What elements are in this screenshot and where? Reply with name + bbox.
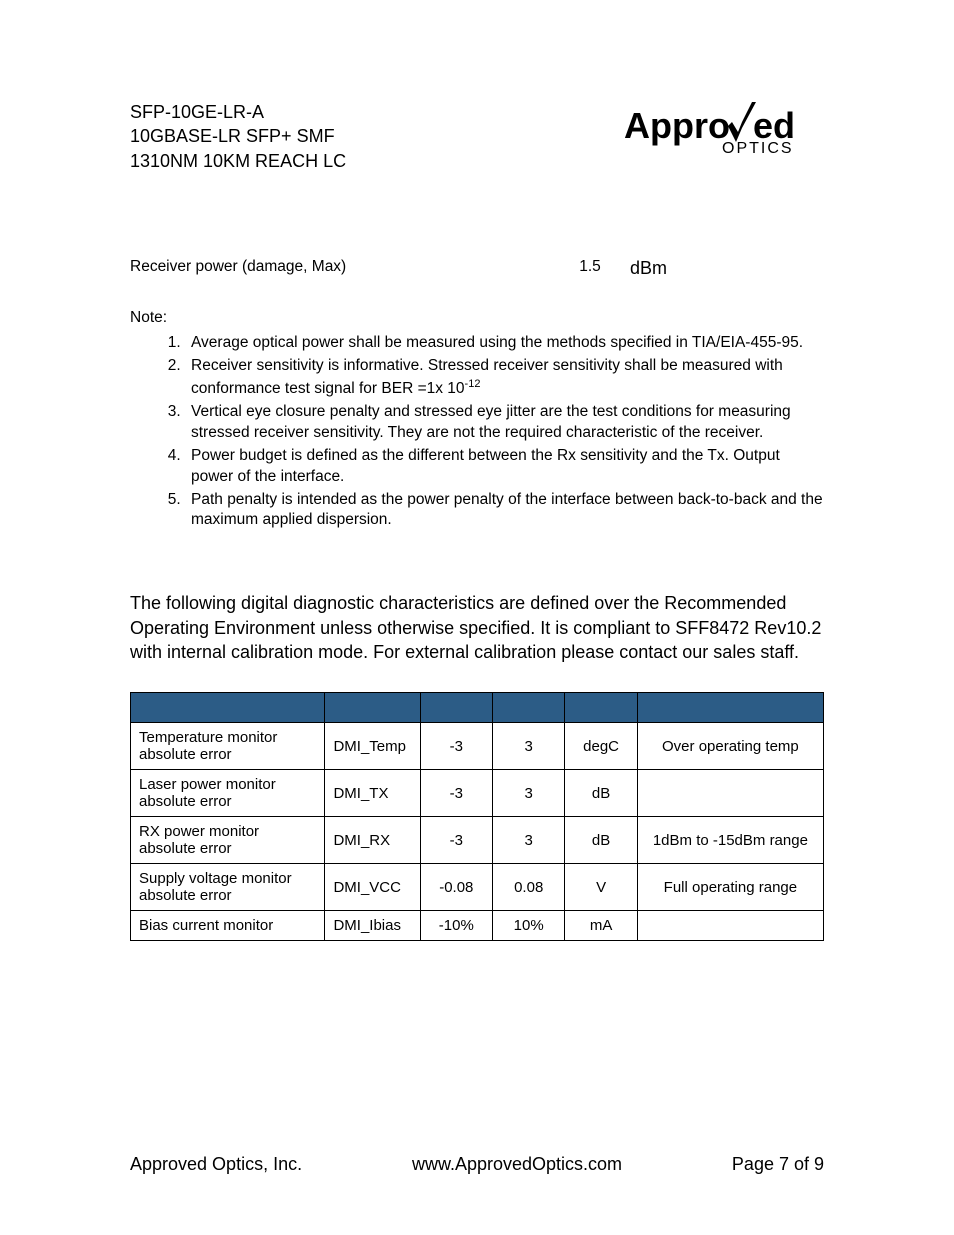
svg-text:OPTICS: OPTICS [722, 140, 794, 157]
header: SFP-10GE-LR-A 10GBASE-LR SFP+ SMF 1310NM… [130, 100, 824, 173]
table-cell: 3 [493, 723, 565, 770]
table-cell: Over operating temp [637, 723, 823, 770]
table-cell: mA [565, 911, 637, 941]
note-list: Average optical power shall be measured … [185, 333, 824, 531]
note-text: Average optical power shall be measured … [191, 334, 803, 351]
table-row: Temperature monitor absolute errorDMI_Te… [131, 723, 824, 770]
table-cell: -10% [420, 911, 492, 941]
spec-label: Receiver power (damage, Max) [130, 258, 550, 279]
body-paragraph: The following digital diagnostic charact… [130, 591, 824, 664]
table-row: Laser power monitor absolute errorDMI_TX… [131, 770, 824, 817]
note-text: Vertical eye closure penalty and stresse… [191, 403, 791, 441]
footer-url: www.ApprovedOptics.com [412, 1154, 622, 1175]
spec-value: 1.5 [550, 258, 630, 279]
table-header-cell [420, 693, 492, 723]
table-cell: DMI_Temp [325, 723, 420, 770]
table-header-cell [637, 693, 823, 723]
table-row: Bias current monitorDMI_Ibias-10%10%mA [131, 911, 824, 941]
header-title-block: SFP-10GE-LR-A 10GBASE-LR SFP+ SMF 1310NM… [130, 100, 346, 173]
table-cell: Full operating range [637, 864, 823, 911]
header-line-3: 1310NM 10KM REACH LC [130, 149, 346, 173]
svg-text:Appro: Appro [624, 105, 730, 146]
note-item: Path penalty is intended as the power pe… [185, 490, 824, 532]
diagnostic-table: Temperature monitor absolute errorDMI_Te… [130, 692, 824, 941]
note-heading: Note: [130, 309, 824, 327]
table-row: RX power monitor absolute errorDMI_RX-33… [131, 817, 824, 864]
table-cell: 0.08 [493, 864, 565, 911]
approved-optics-logo-icon: Appro ed OPTICS [624, 100, 824, 160]
footer-company: Approved Optics, Inc. [130, 1154, 302, 1175]
table-cell: -3 [420, 723, 492, 770]
table-cell: -3 [420, 817, 492, 864]
table-cell [637, 911, 823, 941]
table-cell: Bias current monitor [131, 911, 325, 941]
note-text: Power budget is defined as the different… [191, 447, 780, 485]
table-header-cell [325, 693, 420, 723]
note-item: Vertical eye closure penalty and stresse… [185, 402, 824, 444]
table-row: Supply voltage monitor absolute errorDMI… [131, 864, 824, 911]
note-item: Average optical power shall be measured … [185, 333, 824, 354]
table-cell: -3 [420, 770, 492, 817]
spec-row: Receiver power (damage, Max) 1.5 dBm [130, 258, 824, 279]
table-cell: -0.08 [420, 864, 492, 911]
footer: Approved Optics, Inc. www.ApprovedOptics… [130, 1154, 824, 1175]
note-text: Receiver sensitivity is informative. Str… [191, 357, 783, 397]
table-cell: Laser power monitor absolute error [131, 770, 325, 817]
table-cell: 10% [493, 911, 565, 941]
note-item: Receiver sensitivity is informative. Str… [185, 356, 824, 400]
footer-page: Page 7 of 9 [732, 1154, 824, 1175]
page: SFP-10GE-LR-A 10GBASE-LR SFP+ SMF 1310NM… [0, 0, 954, 1235]
table-cell: DMI_TX [325, 770, 420, 817]
spec-unit: dBm [630, 258, 710, 279]
table-cell: 3 [493, 817, 565, 864]
table-cell: DMI_VCC [325, 864, 420, 911]
table-cell: degC [565, 723, 637, 770]
table-cell: V [565, 864, 637, 911]
table-cell: DMI_RX [325, 817, 420, 864]
table-cell: dB [565, 770, 637, 817]
table-header-cell [565, 693, 637, 723]
table-cell: Temperature monitor absolute error [131, 723, 325, 770]
logo: Appro ed OPTICS [624, 100, 824, 160]
table-header-cell [493, 693, 565, 723]
table-cell: Supply voltage monitor absolute error [131, 864, 325, 911]
table-header-cell [131, 693, 325, 723]
table-cell: 1dBm to -15dBm range [637, 817, 823, 864]
table-cell [637, 770, 823, 817]
note-superscript: -12 [465, 378, 481, 390]
table-header-row [131, 693, 824, 723]
table-cell: 3 [493, 770, 565, 817]
header-line-1: SFP-10GE-LR-A [130, 100, 346, 124]
header-line-2: 10GBASE-LR SFP+ SMF [130, 124, 346, 148]
table-cell: dB [565, 817, 637, 864]
table-cell: DMI_Ibias [325, 911, 420, 941]
note-item: Power budget is defined as the different… [185, 446, 824, 488]
table-cell: RX power monitor absolute error [131, 817, 325, 864]
note-text: Path penalty is intended as the power pe… [191, 491, 823, 529]
